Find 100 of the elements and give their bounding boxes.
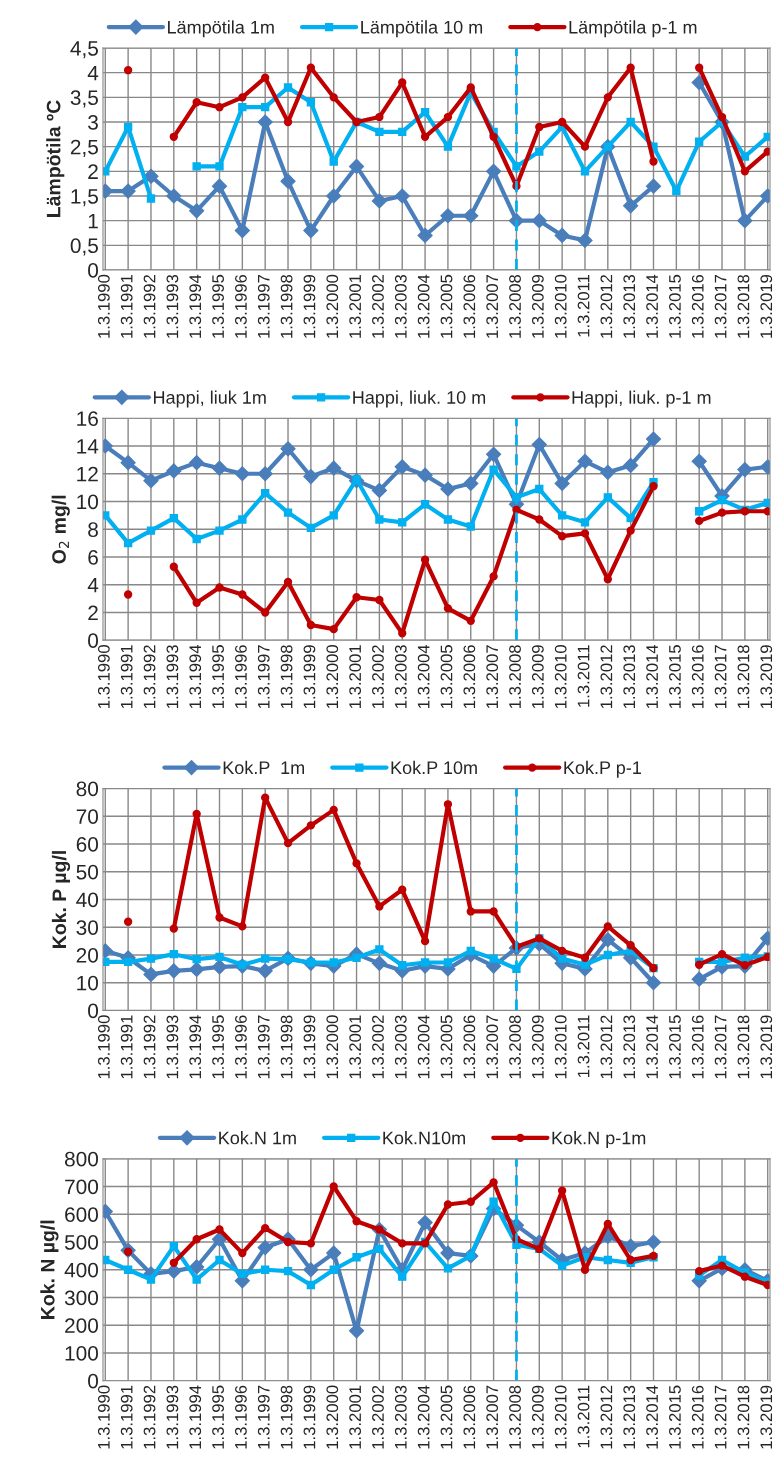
x-tick-label: 1.3.1990 xyxy=(97,274,110,338)
x-tick-label: 1.3.1997 xyxy=(257,275,270,338)
x-tick-label: 1.3.1998 xyxy=(280,1015,293,1079)
x-tick-label: 1.3.2016 xyxy=(691,645,704,709)
x-tick-label: 1.3.2002 xyxy=(372,275,384,338)
x-tick-label: 1.3.2006 xyxy=(463,274,476,338)
x-tick-label: 1.3.2016 xyxy=(691,1385,704,1449)
x-tick-label: 1.3.2010 xyxy=(554,1385,567,1449)
x-tick-label: 1.3.1999 xyxy=(303,274,316,338)
x-tick-label: 1.3.1993 xyxy=(166,645,179,709)
y-tick-label: 2 xyxy=(88,605,98,621)
x-tick-label: 1.3.2009 xyxy=(531,1015,544,1079)
x-tick-label: 1.3.1993 xyxy=(166,274,179,338)
y-tick-label: 20 xyxy=(76,948,99,963)
x-tick-label: 1.3.2007 xyxy=(486,645,499,709)
x-tick-label: 1.3.2014 xyxy=(646,644,658,709)
x-tick-label: 1.3.1991 xyxy=(120,274,133,338)
x-tick-label: 1.3.2013 xyxy=(623,274,636,338)
x-tick-label: 1.3.1994 xyxy=(189,1015,202,1079)
x-tick-label: 1.3.1991 xyxy=(120,1015,133,1079)
x-tick-label: 1.3.2011 xyxy=(577,1385,590,1448)
legend-label: Kok.N 1m xyxy=(219,1131,296,1145)
x-tick-label: 1.3.1995 xyxy=(212,645,224,709)
legend-label: Happi, liuk 1m xyxy=(153,390,266,408)
x-tick-label: 1.3.2015 xyxy=(669,274,681,338)
x-tick-label: 1.3.2008 xyxy=(509,1015,521,1079)
y-tick-label: 2 xyxy=(88,164,98,179)
legend-label: Kok.N10m xyxy=(383,1131,465,1145)
y-tick-label: 16 xyxy=(77,411,98,426)
y-axis-title: Kok. P µg/l xyxy=(51,851,71,948)
x-tick-label: 1.3.2015 xyxy=(669,1015,681,1079)
y-tick-label: 10 xyxy=(77,494,99,510)
x-tick-label: 1.3.2007 xyxy=(486,1015,499,1079)
x-tick-label: 1.3.1997 xyxy=(257,645,270,709)
x-tick-label: 1.3.2006 xyxy=(463,1385,476,1449)
x-tick-label: 1.3.1996 xyxy=(235,645,247,709)
y-tick-label: 3 xyxy=(88,115,98,130)
x-tick-label: 1.3.2017 xyxy=(714,645,727,709)
x-tick-label: 1.3.2019 xyxy=(760,645,773,709)
x-tick-label: 1.3.2018 xyxy=(737,1015,750,1079)
y-tick-label: 40 xyxy=(76,892,99,908)
x-tick-label: 1.3.2004 xyxy=(417,1385,430,1449)
x-tick-label: 1.3.1996 xyxy=(235,1015,247,1079)
y-tick-label: 10 xyxy=(77,975,99,991)
x-tick-label: 1.3.1996 xyxy=(235,274,247,338)
x-tick-label: 1.3.2017 xyxy=(714,275,727,338)
x-tick-label: 1.3.2003 xyxy=(394,274,407,338)
x-tick-label: 1.3.2014 xyxy=(646,274,658,338)
legend-label: Happi, liuk. p-1 m xyxy=(572,390,711,408)
x-tick-label: 1.3.2004 xyxy=(417,1015,430,1079)
y-tick-label: 30 xyxy=(76,920,99,935)
x-tick-label: 1.3.2004 xyxy=(417,644,430,709)
x-tick-label: 1.3.1991 xyxy=(120,1385,133,1449)
legend-label: Happi, liuk. 10 m xyxy=(353,390,486,408)
y-tick-label: 0,5 xyxy=(70,238,98,256)
x-tick-label: 1.3.2013 xyxy=(623,1385,636,1449)
y-tick-label: 0 xyxy=(88,1003,99,1019)
x-tick-label: 1.3.1990 xyxy=(97,1015,110,1079)
y-tick-label: 4,5 xyxy=(70,41,98,59)
x-tick-label: 1.3.1997 xyxy=(257,1385,270,1449)
x-tick-label: 1.3.2008 xyxy=(509,1385,521,1449)
x-tick-label: 1.3.2016 xyxy=(691,274,704,338)
x-tick-label: 1.3.1997 xyxy=(257,1015,270,1079)
x-tick-label: 1.3.2019 xyxy=(760,1385,773,1449)
x-tick-label: 1.3.2010 xyxy=(554,1015,567,1079)
y-tick-label: 500 xyxy=(64,1235,99,1250)
x-tick-label: 1.3.2000 xyxy=(326,1015,339,1079)
x-tick-label: 1.3.1994 xyxy=(189,644,202,709)
x-tick-label: 1.3.2004 xyxy=(417,274,430,338)
y-tick-label: 4 xyxy=(87,65,99,81)
x-tick-label: 1.3.2007 xyxy=(486,275,499,338)
x-tick-label: 1.3.2015 xyxy=(669,645,681,709)
x-tick-label: 1.3.2009 xyxy=(531,274,544,338)
y-tick-label: 14 xyxy=(77,439,99,454)
x-tick-label: 1.3.2002 xyxy=(372,645,384,709)
legend-label: Kok.P 10m xyxy=(391,760,477,775)
x-tick-label: 1.3.1990 xyxy=(97,1385,110,1449)
legend-label: Lämpötila p-1 m xyxy=(569,20,697,38)
x-tick-label: 1.3.2005 xyxy=(440,274,453,338)
x-tick-label: 1.3.1990 xyxy=(97,645,110,709)
y-tick-label: 6 xyxy=(88,550,98,565)
x-tick-label: 1.3.2001 xyxy=(349,645,362,709)
x-tick-label: 1.3.1994 xyxy=(189,1385,202,1449)
y-tick-label: 8 xyxy=(88,522,98,537)
x-tick-label: 1.3.2009 xyxy=(531,1385,544,1449)
legend-label: Kok.N p-1m xyxy=(552,1131,646,1148)
x-tick-label: 1.3.2003 xyxy=(394,1015,407,1079)
x-tick-label: 1.3.1995 xyxy=(212,274,224,338)
x-tick-label: 1.3.2001 xyxy=(349,1385,362,1449)
x-tick-label: 1.3.1999 xyxy=(303,1015,316,1079)
x-tick-label: 1.3.1998 xyxy=(280,645,293,709)
y-tick-label: 100 xyxy=(65,1346,99,1361)
y-tick-label: 4 xyxy=(87,577,99,593)
x-tick-label: 1.3.2011 xyxy=(577,1015,590,1078)
x-tick-label: 1.3.2018 xyxy=(737,645,750,709)
x-tick-label: 1.3.2000 xyxy=(326,274,339,338)
x-tick-label: 1.3.1995 xyxy=(212,1385,224,1449)
y-tick-label: 800 xyxy=(64,1151,99,1167)
y-tick-label: 300 xyxy=(64,1290,99,1306)
x-tick-label: 1.3.1998 xyxy=(280,274,293,338)
